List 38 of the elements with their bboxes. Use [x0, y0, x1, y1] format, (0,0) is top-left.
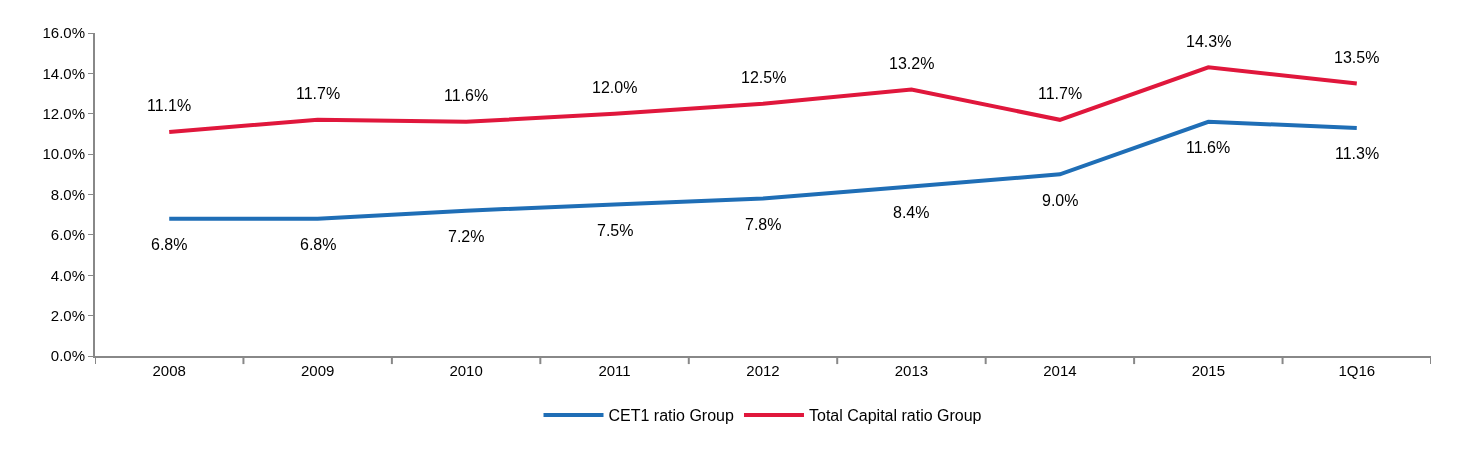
x-tick-label: 2011	[598, 362, 631, 379]
data-label: 11.6%	[444, 87, 489, 104]
y-tick-label: 0.0%	[50, 347, 85, 365]
data-label: 7.5%	[597, 222, 634, 239]
data-label: 7.8%	[745, 216, 782, 233]
data-label: 11.6%	[1186, 139, 1231, 156]
data-label: 7.2%	[448, 228, 485, 245]
y-tick-label: 12.0%	[42, 105, 85, 122]
y-tick-label: 6.0%	[50, 226, 85, 244]
data-label: 11.7%	[1038, 85, 1083, 102]
data-label: 11.3%	[1335, 145, 1380, 162]
legend-label: CET1 ratio Group	[608, 407, 734, 425]
legend-label: Total Capital ratio Group	[808, 407, 982, 425]
data-label: 12.0%	[592, 79, 638, 96]
x-tick-label: 2010	[449, 362, 483, 379]
data-label: 14.3%	[1186, 33, 1232, 50]
x-tick-label: 1Q16	[1338, 362, 1376, 379]
data-label: 8.4%	[893, 204, 930, 221]
data-label: 9.0%	[1042, 192, 1079, 209]
y-tick-label: 16.0%	[42, 24, 85, 42]
data-label: 6.8%	[151, 236, 188, 253]
data-label: 13.2%	[889, 55, 935, 72]
x-tick-label: 2012	[746, 362, 780, 379]
x-tick-label: 2008	[152, 362, 186, 379]
x-tick-label: 2014	[1043, 362, 1077, 379]
x-tick-label: 2013	[894, 362, 929, 379]
data-label: 6.8%	[300, 236, 337, 253]
data-label: 13.5%	[1334, 49, 1380, 66]
data-label: 11.7%	[296, 85, 341, 102]
y-tick-label: 10.0%	[42, 145, 85, 163]
data-label: 11.1%	[147, 97, 192, 114]
y-tick-label: 8.0%	[50, 185, 85, 203]
y-tick-label: 14.0%	[42, 64, 85, 82]
y-tick-label: 2.0%	[50, 306, 85, 324]
y-tick-label: 4.0%	[50, 266, 85, 284]
x-tick-label: 2015	[1191, 362, 1226, 379]
x-tick-label: 2009	[300, 362, 335, 379]
data-label: 12.5%	[741, 69, 787, 86]
